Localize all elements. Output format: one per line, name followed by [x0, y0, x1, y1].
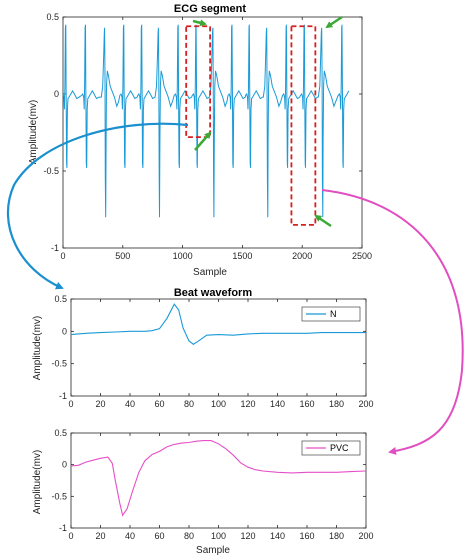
pvc-xtick-label: 80 [184, 531, 194, 541]
pvc-ytick-label: -0.5 [51, 491, 67, 501]
ecg-ytick-label: -1 [51, 243, 59, 253]
pvc-ytick-label: 0.5 [54, 428, 67, 438]
highlight-box-pvc [290, 25, 317, 226]
green-arrow [314, 214, 332, 228]
ecg-ytick-label: -0.5 [43, 166, 59, 176]
pvc-xtick-label: 120 [240, 531, 255, 541]
green-arrow [192, 19, 207, 27]
connector-arrow-pvc [321, 189, 464, 455]
normal-xtick-label: 160 [299, 399, 314, 409]
green-arrow [325, 15, 343, 29]
ecg-ylabel: Amplitude(mv) [28, 100, 39, 164]
normal-legend-box [301, 306, 361, 322]
normal-beat-panel: Beat waveform Amplitude(mv) 0 20 40 60 80 100… [32, 287, 374, 409]
normal-ylabel: Amplitude(mv) [32, 316, 43, 380]
normal-ytick-label: -1 [59, 391, 67, 401]
normal-xtick-label: 180 [329, 399, 344, 409]
normal-ytick-label: -0.5 [51, 359, 67, 369]
pvc-beat-line [70, 440, 367, 517]
ecg-xtick-label: 1500 [232, 251, 252, 261]
ecg-xtick-label: 2000 [292, 251, 312, 261]
normal-legend-label: N [330, 309, 337, 319]
pvc-xtick-label: 180 [329, 531, 344, 541]
normal-beat-line [70, 303, 366, 345]
pvc-ylabel: Amplitude(mv) [32, 450, 43, 514]
normal-xtick-label: 140 [270, 399, 285, 409]
pvc-ytick-label: -1 [59, 523, 67, 533]
pvc-xtick-label: 140 [270, 531, 285, 541]
normal-ytick-label: 0.5 [54, 294, 67, 304]
pvc-legend-box [301, 440, 361, 456]
pvc-xtick-label: 200 [358, 531, 373, 541]
connector-arrow-normal [6, 122, 189, 290]
pvc-xtick-label: 0 [68, 531, 73, 541]
ecg-xtick-label: 2500 [352, 251, 372, 261]
pvc-xlabel: Sample [196, 545, 230, 556]
ecg-xlabel: Sample [193, 267, 227, 278]
ecg-segment-panel: ECG segment Sample Amplitude(mv) 0 500 100… [28, 3, 372, 278]
green-arrow [194, 131, 212, 151]
ecg-xtick-label: 1000 [173, 251, 193, 261]
normal-xtick-label: 0 [68, 399, 73, 409]
normal-ytick-label: 0 [62, 326, 67, 336]
beat-waveform-title: Beat waveform [174, 287, 252, 299]
normal-xtick-label: 100 [211, 399, 226, 409]
pvc-xtick-label: 60 [154, 531, 164, 541]
normal-xtick-label: 80 [184, 399, 194, 409]
normal-xtick-label: 40 [125, 399, 135, 409]
normal-xtick-label: 120 [240, 399, 255, 409]
highlight-box-n [185, 25, 212, 139]
ecg-ytick-label: 0.5 [46, 12, 59, 22]
pvc-xtick-label: 100 [211, 531, 226, 541]
normal-xtick-label: 60 [154, 399, 164, 409]
ecg-signal-line [62, 24, 350, 218]
ecg-xtick-label: 0 [60, 251, 65, 261]
ecg-xtick-label: 500 [115, 251, 130, 261]
pvc-xtick-label: 20 [95, 531, 105, 541]
ecg-ytick-label: 0 [54, 89, 59, 99]
pvc-ytick-label: 0 [62, 460, 67, 470]
pvc-xtick-label: 160 [299, 531, 314, 541]
ecg-plot-frame [62, 16, 363, 249]
pvc-beat-panel: Sample Amplitude(mv) 0 20 40 60 80 100 120 140 1… [32, 428, 374, 556]
ecg-title: ECG segment [174, 3, 246, 15]
normal-xtick-label: 20 [95, 399, 105, 409]
pvc-legend-label: PVC [330, 443, 349, 453]
normal-xtick-label: 200 [358, 399, 373, 409]
pvc-xtick-label: 40 [125, 531, 135, 541]
